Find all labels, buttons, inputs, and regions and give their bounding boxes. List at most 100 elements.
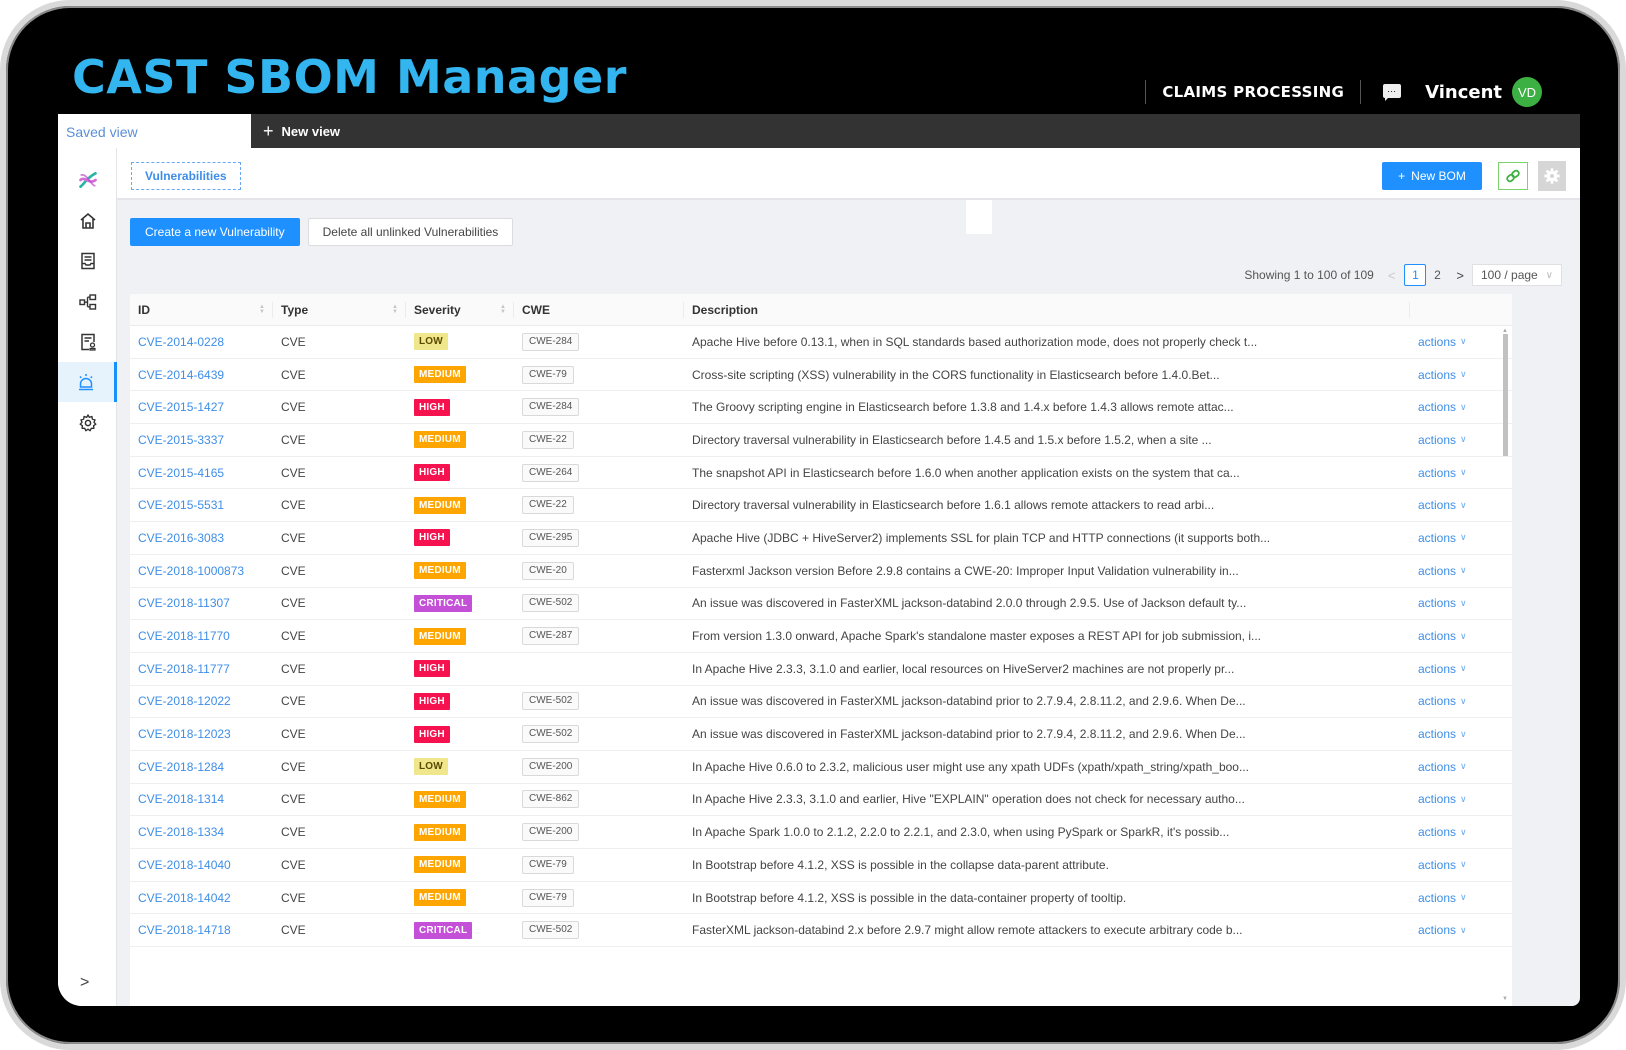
vulnerability-id-link[interactable]: CVE-2016-3083 [138, 530, 225, 545]
vulnerability-id-link[interactable]: CVE-2018-12022 [138, 694, 231, 709]
table-row[interactable]: CVE-2018-14040 CVE MEDIUM CWE-79 In Bootstra… [130, 849, 1512, 882]
actions-dropdown[interactable]: actions ∨ [1418, 367, 1467, 382]
table-row[interactable]: CVE-2018-14042 CVE MEDIUM CWE-79 In Bootstra… [130, 882, 1512, 915]
new-bom-button[interactable]: + New BOM [1382, 162, 1482, 190]
vulnerability-id-link[interactable]: CVE-2018-1314 [138, 792, 225, 807]
actions-dropdown[interactable]: actions ∨ [1418, 759, 1467, 774]
prev-page-chevron-icon[interactable]: < [1387, 267, 1396, 283]
table-row[interactable]: CVE-2015-3337 CVE MEDIUM CWE-22 Directory tr… [130, 424, 1512, 457]
cwe-tag[interactable]: CWE-295 [522, 528, 580, 547]
vulnerability-id-link[interactable]: CVE-2018-11777 [138, 661, 230, 676]
table-row[interactable]: CVE-2015-5531 CVE MEDIUM CWE-22 Directory tr… [130, 489, 1512, 523]
tab-saved-view[interactable]: Saved view [58, 114, 251, 148]
sort-icon[interactable]: ▲ ▼ [259, 303, 265, 315]
table-row[interactable]: CVE-2018-1284 CVE LOW CWE-200 In Apache Hive… [130, 751, 1512, 784]
table-row[interactable]: CVE-2015-1427 CVE HIGH CWE-284 The Groovy sc… [130, 391, 1512, 425]
column-header-id[interactable]: ID ▲ ▼ [130, 294, 273, 326]
table-row[interactable]: CVE-2015-4165 CVE HIGH CWE-264 The snapshot … [130, 457, 1512, 490]
cwe-tag[interactable]: CWE-287 [522, 627, 580, 646]
cwe-tag[interactable]: CWE-200 [522, 823, 580, 842]
cwe-tag[interactable]: CWE-79 [522, 365, 574, 384]
actions-dropdown[interactable]: actions ∨ [1418, 498, 1467, 513]
vulnerability-id-link[interactable]: CVE-2018-12023 [138, 727, 231, 742]
cwe-tag[interactable]: CWE-264 [522, 463, 580, 482]
table-row[interactable]: CVE-2018-1000873 CVE MEDIUM CWE-20 Fasterxml… [130, 555, 1512, 588]
sidebar-item-home[interactable] [58, 201, 117, 241]
table-row[interactable]: CVE-2018-12022 CVE HIGH CWE-502 An issue was… [130, 686, 1512, 719]
settings-button[interactable] [1538, 161, 1566, 191]
vulnerability-id-link[interactable]: CVE-2014-6439 [138, 367, 225, 382]
table-scrollbar[interactable] [1503, 334, 1508, 456]
table-row[interactable]: CVE-2018-11777 CVE HIGH In Apache Hive 2.3.… [130, 653, 1512, 686]
breadcrumb[interactable]: Vulnerabilities [131, 162, 241, 190]
link-button[interactable] [1498, 162, 1528, 190]
cwe-tag[interactable]: CWE-502 [522, 921, 580, 940]
cwe-tag[interactable]: CWE-200 [522, 757, 580, 776]
table-row[interactable]: CVE-2018-14718 CVE CRITICAL CWE-502 FasterXM… [130, 914, 1512, 948]
actions-dropdown[interactable]: actions ∨ [1418, 563, 1467, 578]
vulnerability-id-link[interactable]: CVE-2018-1284 [138, 759, 225, 774]
sidebar-logo[interactable] [58, 160, 117, 200]
vulnerability-id-link[interactable]: CVE-2015-4165 [138, 465, 225, 480]
actions-dropdown[interactable]: actions ∨ [1418, 923, 1467, 938]
table-row[interactable]: CVE-2018-11770 CVE MEDIUM CWE-287 From versi… [130, 620, 1512, 653]
cwe-tag[interactable]: CWE-22 [522, 430, 574, 449]
cwe-tag[interactable]: CWE-22 [522, 496, 574, 515]
next-page-chevron-icon[interactable]: > [1456, 267, 1464, 283]
vulnerability-id-link[interactable]: CVE-2018-14718 [138, 923, 231, 938]
cwe-tag[interactable]: CWE-502 [522, 594, 580, 613]
page-size-select[interactable]: 100 / page ∨ [1472, 264, 1562, 286]
table-row[interactable]: CVE-2016-3083 CVE HIGH CWE-295 Apache Hive (… [130, 522, 1512, 555]
sort-icon[interactable]: ▲ ▼ [500, 303, 506, 315]
vulnerability-id-link[interactable]: CVE-2015-3337 [138, 432, 225, 447]
cwe-tag[interactable]: CWE-79 [522, 855, 574, 874]
actions-dropdown[interactable]: actions ∨ [1418, 400, 1467, 415]
sidebar-item-settings[interactable] [58, 403, 117, 443]
avatar[interactable]: VD [1512, 77, 1542, 107]
vulnerability-id-link[interactable]: CVE-2018-14042 [138, 890, 231, 905]
cwe-tag[interactable]: CWE-20 [522, 561, 574, 580]
vulnerability-id-link[interactable]: CVE-2015-5531 [138, 498, 225, 513]
actions-dropdown[interactable]: actions ∨ [1418, 432, 1467, 447]
chat-icon[interactable]: ··· [1383, 83, 1403, 101]
actions-dropdown[interactable]: actions ∨ [1418, 727, 1467, 742]
vulnerability-id-link[interactable]: CVE-2018-1000873 [138, 563, 245, 578]
vulnerability-id-link[interactable]: CVE-2014-0228 [138, 334, 225, 349]
table-row[interactable]: CVE-2018-11307 CVE CRITICAL CWE-502 An issue… [130, 588, 1512, 621]
sidebar-item-boms[interactable] [58, 241, 117, 281]
user-name[interactable]: Vincent [1425, 81, 1502, 103]
cwe-tag[interactable]: CWE-862 [522, 790, 580, 809]
cwe-tag[interactable]: CWE-502 [522, 692, 580, 711]
expand-sidebar-chevron-icon[interactable]: > [80, 974, 90, 991]
delete-unlinked-button[interactable]: Delete all unlinked Vulnerabilities [307, 218, 514, 246]
actions-dropdown[interactable]: actions ∨ [1418, 890, 1467, 905]
table-row[interactable]: CVE-2014-0228 CVE LOW CWE-284 Apache Hive be… [130, 326, 1512, 359]
vulnerability-id-link[interactable]: CVE-2018-11307 [138, 596, 230, 611]
column-header-type[interactable]: Type ▲ ▼ [273, 294, 406, 326]
scroll-down-arrow-icon[interactable]: ▼ [1502, 996, 1508, 1002]
actions-dropdown[interactable]: actions ∨ [1418, 825, 1467, 840]
actions-dropdown[interactable]: actions ∨ [1418, 661, 1467, 676]
column-header-severity[interactable]: Severity ▲ ▼ [406, 294, 514, 326]
page-1-button[interactable]: 1 [1404, 264, 1427, 286]
sidebar-item-components[interactable] [58, 282, 117, 322]
table-row[interactable]: CVE-2018-1334 CVE MEDIUM CWE-200 In Apache S… [130, 816, 1512, 849]
cwe-tag[interactable]: CWE-502 [522, 725, 580, 744]
actions-dropdown[interactable]: actions ∨ [1418, 792, 1467, 807]
actions-dropdown[interactable]: actions ∨ [1418, 694, 1467, 709]
cwe-tag[interactable]: CWE-284 [522, 398, 580, 417]
actions-dropdown[interactable]: actions ∨ [1418, 857, 1467, 872]
sort-icon[interactable]: ▲ ▼ [392, 303, 398, 315]
actions-dropdown[interactable]: actions ∨ [1418, 465, 1467, 480]
cwe-tag[interactable]: CWE-79 [522, 888, 574, 907]
project-name[interactable]: CLAIMS PROCESSING [1162, 83, 1345, 101]
cwe-tag[interactable]: CWE-284 [522, 332, 580, 351]
actions-dropdown[interactable]: actions ∨ [1418, 596, 1467, 611]
actions-dropdown[interactable]: actions ∨ [1418, 629, 1467, 644]
table-row[interactable]: CVE-2014-6439 CVE MEDIUM CWE-79 Cross-site s… [130, 359, 1512, 392]
page-2-button[interactable]: 2 [1434, 268, 1441, 282]
vulnerability-id-link[interactable]: CVE-2015-1427 [138, 400, 225, 415]
actions-dropdown[interactable]: actions ∨ [1418, 334, 1467, 349]
sidebar-item-licenses[interactable] [58, 322, 117, 362]
table-row[interactable]: CVE-2018-1314 CVE MEDIUM CWE-862 In Apache H… [130, 784, 1512, 817]
